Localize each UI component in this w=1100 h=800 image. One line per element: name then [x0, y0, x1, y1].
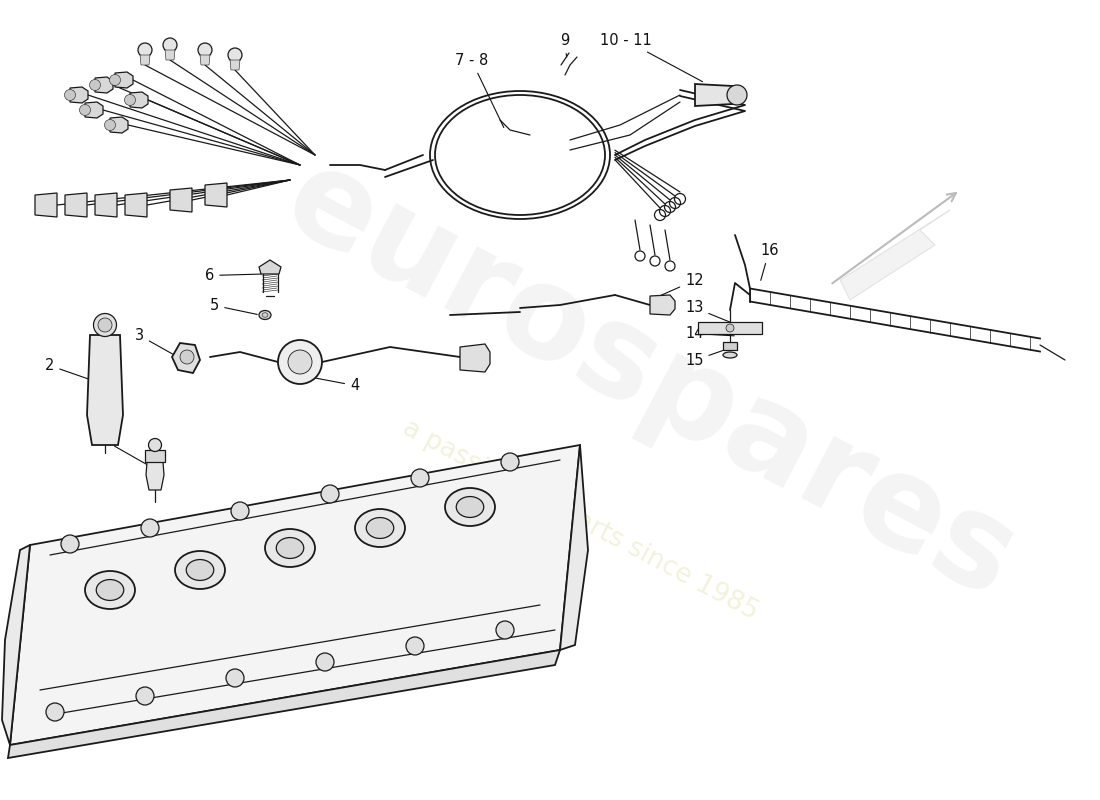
Circle shape — [138, 43, 152, 57]
Circle shape — [163, 38, 177, 52]
Circle shape — [46, 703, 64, 721]
Polygon shape — [35, 193, 57, 217]
Polygon shape — [95, 193, 117, 217]
Polygon shape — [172, 343, 200, 373]
Circle shape — [321, 485, 339, 503]
Circle shape — [65, 90, 76, 101]
Polygon shape — [230, 60, 240, 70]
Text: 2: 2 — [45, 358, 118, 389]
Polygon shape — [840, 210, 950, 300]
Polygon shape — [170, 188, 192, 212]
Polygon shape — [70, 87, 88, 103]
Ellipse shape — [355, 509, 405, 547]
Text: 15: 15 — [685, 349, 727, 368]
Polygon shape — [87, 335, 123, 445]
Circle shape — [136, 687, 154, 705]
Polygon shape — [116, 72, 133, 88]
Polygon shape — [695, 84, 737, 106]
Circle shape — [228, 48, 242, 62]
Circle shape — [496, 621, 514, 639]
Polygon shape — [2, 545, 30, 745]
Polygon shape — [698, 322, 762, 334]
Text: 5: 5 — [210, 298, 257, 314]
Circle shape — [316, 653, 334, 671]
Text: 14: 14 — [685, 326, 734, 341]
Polygon shape — [460, 344, 490, 372]
Circle shape — [148, 438, 162, 451]
Circle shape — [727, 85, 747, 105]
Circle shape — [110, 74, 121, 86]
Polygon shape — [95, 77, 113, 93]
Text: 4: 4 — [312, 378, 360, 393]
Text: eurospares: eurospares — [264, 135, 1036, 625]
Circle shape — [180, 350, 194, 364]
Circle shape — [104, 119, 116, 130]
Ellipse shape — [446, 488, 495, 526]
Circle shape — [288, 350, 312, 374]
Ellipse shape — [262, 313, 268, 318]
Circle shape — [124, 94, 135, 106]
Circle shape — [141, 519, 160, 537]
Text: 13: 13 — [685, 300, 735, 324]
Text: a passion for parts since 1985: a passion for parts since 1985 — [398, 415, 762, 625]
Ellipse shape — [175, 551, 226, 589]
Ellipse shape — [97, 579, 124, 601]
Polygon shape — [165, 50, 175, 60]
Polygon shape — [205, 183, 227, 207]
Polygon shape — [723, 342, 737, 350]
Circle shape — [79, 105, 90, 115]
Polygon shape — [65, 193, 87, 217]
Polygon shape — [125, 193, 147, 217]
Ellipse shape — [276, 538, 304, 558]
Circle shape — [411, 469, 429, 487]
Text: 9: 9 — [560, 33, 570, 58]
Polygon shape — [650, 295, 675, 315]
Circle shape — [231, 502, 249, 520]
Polygon shape — [130, 92, 148, 108]
Circle shape — [94, 314, 117, 337]
Ellipse shape — [366, 518, 394, 538]
Circle shape — [89, 79, 100, 90]
Polygon shape — [258, 260, 280, 274]
Polygon shape — [8, 650, 560, 758]
Ellipse shape — [186, 559, 213, 581]
Polygon shape — [146, 462, 164, 490]
Text: 6: 6 — [205, 268, 261, 283]
Text: 7 - 8: 7 - 8 — [455, 53, 504, 127]
Circle shape — [500, 453, 519, 471]
Text: 3: 3 — [135, 328, 183, 360]
Ellipse shape — [723, 352, 737, 358]
Ellipse shape — [258, 310, 271, 319]
Ellipse shape — [265, 529, 315, 567]
Polygon shape — [560, 445, 588, 650]
Text: 16: 16 — [760, 243, 779, 280]
Polygon shape — [200, 55, 210, 65]
Text: 10 - 11: 10 - 11 — [600, 33, 703, 82]
Polygon shape — [85, 102, 103, 118]
Text: 1: 1 — [100, 433, 157, 470]
Circle shape — [60, 535, 79, 553]
Circle shape — [198, 43, 212, 57]
Circle shape — [406, 637, 424, 655]
Polygon shape — [10, 445, 580, 745]
Ellipse shape — [85, 571, 135, 609]
Polygon shape — [140, 55, 150, 65]
Circle shape — [278, 340, 322, 384]
Circle shape — [98, 318, 112, 332]
Ellipse shape — [456, 497, 484, 518]
Polygon shape — [110, 117, 128, 133]
Text: 12: 12 — [658, 273, 704, 297]
Circle shape — [726, 324, 734, 332]
Polygon shape — [145, 450, 165, 462]
Circle shape — [226, 669, 244, 687]
